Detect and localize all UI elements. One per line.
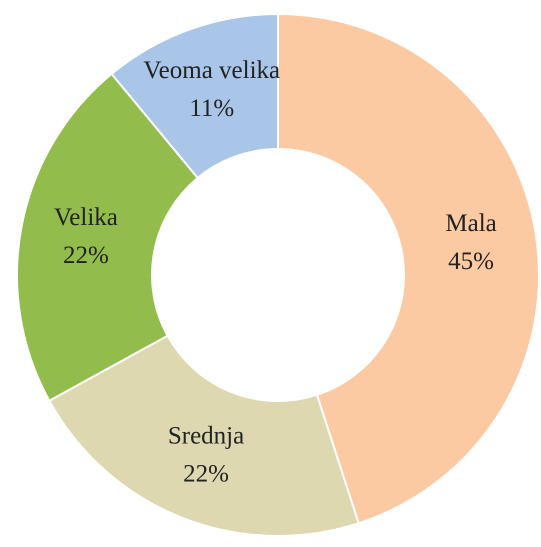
category-label: Veoma velika <box>143 57 280 84</box>
value-label: 45% <box>448 248 494 275</box>
slice <box>277 12 540 525</box>
slice <box>110 12 279 180</box>
slice <box>16 72 200 403</box>
value-label: 22% <box>183 461 229 488</box>
value-label: 11% <box>189 95 234 122</box>
value-label: 22% <box>63 242 109 269</box>
category-label: Srednja <box>168 423 244 450</box>
slice <box>47 334 360 537</box>
slices <box>16 12 540 537</box>
category-label: Mala <box>445 210 496 237</box>
labels: Mala 45% Srednja 22% Velika 22% Veoma velika 11… <box>54 57 497 488</box>
category-label: Velika <box>54 204 118 231</box>
